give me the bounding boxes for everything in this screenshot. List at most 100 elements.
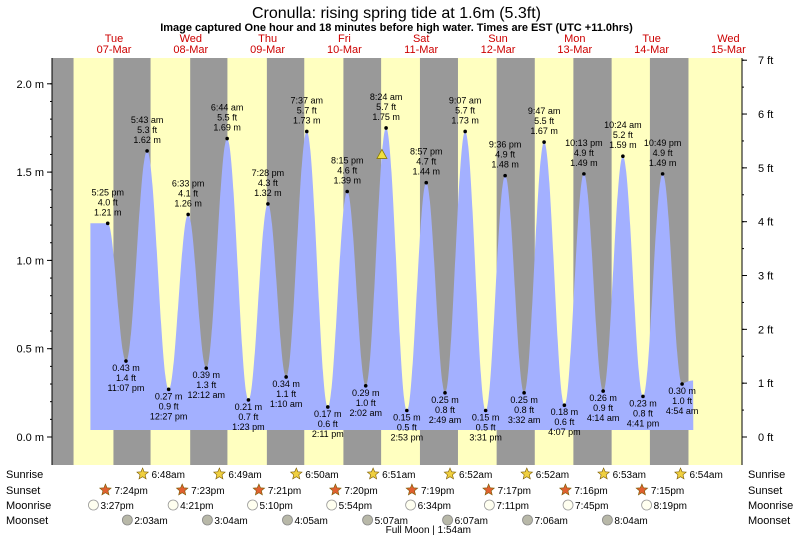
extreme-label: 8:24 am bbox=[370, 92, 403, 102]
extreme-label: 1:23 pm bbox=[232, 422, 265, 432]
extreme-label: 0.9 ft bbox=[593, 403, 614, 413]
extreme-label: 0.23 m bbox=[629, 398, 657, 408]
extreme-label: 9:07 am bbox=[449, 95, 482, 105]
sunset-icon bbox=[405, 483, 419, 496]
day-name: Mon bbox=[564, 33, 585, 45]
sunset-icon bbox=[482, 483, 496, 496]
extreme-label: 1.67 m bbox=[530, 126, 558, 136]
extreme-label: 1:10 am bbox=[270, 399, 303, 409]
moonrise-time: 7:11pm bbox=[496, 501, 529, 512]
right-tick-label: 5 ft bbox=[758, 163, 773, 175]
extreme-dot bbox=[522, 391, 526, 395]
extreme-label: 4.9 ft bbox=[495, 150, 516, 160]
extreme-label: 12:27 pm bbox=[150, 411, 188, 421]
day-date: 11-Mar bbox=[404, 44, 438, 56]
extreme-label: 5:43 am bbox=[131, 115, 164, 125]
extreme-label: 0.8 ft bbox=[435, 405, 456, 415]
extreme-label: 4.9 ft bbox=[574, 148, 595, 158]
right-tick-label: 4 ft bbox=[758, 217, 773, 229]
extreme-label: 0.18 m bbox=[551, 407, 579, 417]
left-tick-label: 0.0 m bbox=[16, 432, 44, 444]
extreme-label: 0.25 m bbox=[431, 395, 459, 405]
extreme-dot bbox=[363, 383, 368, 388]
row-label-sunset: Sunset bbox=[6, 485, 40, 497]
extreme-label: 1.0 ft bbox=[356, 398, 377, 408]
extreme-dot bbox=[325, 405, 330, 409]
extreme-label: 0.25 m bbox=[510, 395, 538, 405]
sunset-time: 7:16pm bbox=[574, 486, 607, 497]
moonset-icon bbox=[602, 514, 613, 526]
sunrise-icon bbox=[674, 467, 687, 480]
extreme-label: 0.26 m bbox=[589, 393, 617, 403]
extreme-label: 4:41 pm bbox=[627, 418, 660, 428]
day-date: 10-Mar bbox=[327, 44, 362, 56]
extreme-label: 0.6 ft bbox=[318, 419, 339, 429]
extreme-dot bbox=[424, 180, 429, 185]
night-band-0 bbox=[52, 58, 74, 465]
moonrise-icon bbox=[562, 499, 574, 511]
extreme-label: 7:28 pm bbox=[252, 168, 285, 178]
moonrise-icon bbox=[326, 499, 338, 511]
extreme-label: 10:24 am bbox=[604, 120, 642, 130]
extreme-label: 4.7 ft bbox=[416, 157, 437, 167]
sunrise-time: 6:50am bbox=[305, 470, 338, 481]
sunrise-time: 6:54am bbox=[689, 470, 722, 481]
day-date: 14-Mar bbox=[634, 44, 669, 56]
extreme-label: 0.8 ft bbox=[633, 408, 654, 418]
left-tick-label: 2.0 m bbox=[16, 79, 44, 91]
extreme-dot bbox=[105, 221, 110, 226]
sunrise-time: 6:49am bbox=[228, 470, 261, 481]
row-label-sunrise: Sunrise bbox=[6, 469, 43, 481]
sunset-icon bbox=[328, 483, 342, 496]
extreme-label: 0.7 ft bbox=[238, 412, 259, 422]
extreme-dot bbox=[124, 359, 128, 363]
row-label-moonset: Moonset bbox=[6, 515, 48, 527]
now-marker-icon bbox=[376, 148, 388, 159]
extreme-label: 2:49 am bbox=[429, 415, 462, 425]
moonrise-time: 7:45pm bbox=[575, 501, 608, 512]
extreme-label: 10:49 pm bbox=[644, 138, 682, 148]
sunrise-icon bbox=[289, 467, 303, 480]
moonrise-time: 4:21pm bbox=[180, 501, 213, 512]
day-date: 15-Mar bbox=[711, 44, 746, 56]
moonset-icon bbox=[282, 514, 293, 526]
extreme-dot bbox=[680, 382, 684, 386]
chart-title: Cronulla: rising spring tide at 1.6m (5.… bbox=[252, 5, 541, 22]
extreme-label: 1.21 m bbox=[94, 207, 122, 217]
extreme-dot bbox=[246, 398, 251, 402]
extreme-dot bbox=[345, 189, 350, 194]
left-tick-label: 0.5 m bbox=[16, 344, 44, 356]
sunset-icon bbox=[252, 483, 266, 496]
moonset-time: 6:07am bbox=[455, 516, 488, 527]
row-label-right-moonset: Moonset bbox=[748, 515, 790, 527]
extreme-label: 0.15 m bbox=[393, 413, 421, 423]
right-tick-label: 3 ft bbox=[758, 271, 773, 283]
extreme-dot bbox=[384, 126, 388, 130]
right-tick-label: 6 ft bbox=[758, 109, 773, 121]
extreme-dot bbox=[443, 391, 447, 395]
extreme-label: 8:57 pm bbox=[410, 147, 443, 157]
extreme-label: 4:14 am bbox=[587, 413, 620, 423]
extreme-label: 0.21 m bbox=[235, 402, 263, 412]
right-tick-label: 1 ft bbox=[758, 378, 773, 390]
extreme-label: 4.6 ft bbox=[337, 166, 358, 176]
moonrise-time: 6:34pm bbox=[418, 501, 451, 512]
extreme-dot bbox=[503, 173, 507, 178]
extreme-label: 1.26 m bbox=[174, 198, 202, 208]
row-label-right-sunrise: Sunrise bbox=[748, 469, 785, 481]
moonrise-icon bbox=[483, 499, 495, 511]
extreme-label: 10:13 pm bbox=[565, 138, 603, 148]
moonrise-time: 3:27pm bbox=[100, 501, 133, 512]
extreme-label: 3:31 pm bbox=[469, 433, 502, 443]
moonrise-time: 5:54pm bbox=[339, 501, 372, 512]
chart-subtitle: Image captured One hour and 18 minutes b… bbox=[160, 22, 633, 34]
extreme-label: 1.69 m bbox=[213, 123, 241, 133]
extreme-dot bbox=[463, 129, 467, 134]
extreme-dot bbox=[542, 140, 546, 144]
sunrise-time: 6:53am bbox=[613, 470, 646, 481]
extreme-dot bbox=[483, 408, 488, 413]
left-tick-label: 1.0 m bbox=[16, 255, 44, 267]
extreme-label: 5.7 ft bbox=[376, 102, 397, 112]
